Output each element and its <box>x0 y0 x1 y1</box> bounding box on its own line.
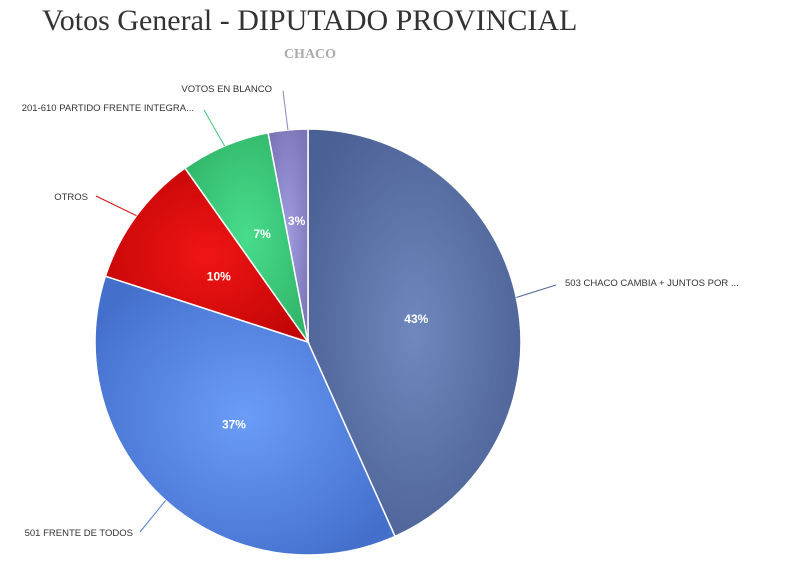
slice-category-label: 501 FRENTE DE TODOS <box>25 528 133 539</box>
label-connector <box>516 284 557 298</box>
pie-slice[interactable] <box>267 128 309 343</box>
pie-slice[interactable] <box>307 128 522 538</box>
pie-slice[interactable] <box>104 167 310 344</box>
slice-category-label: 201-610 PARTIDO FRENTE INTEGRA... <box>22 103 194 114</box>
label-connector <box>139 500 167 533</box>
slice-percent-label: 3% <box>288 214 306 228</box>
slice-percent-label: 37% <box>222 417 246 431</box>
chart-title: Votos General - DIPUTADO PROVINCIAL <box>42 4 578 37</box>
label-connector <box>282 90 289 131</box>
chart-subtitle: CHACO <box>283 47 337 62</box>
slice-percent-label: 7% <box>253 227 271 241</box>
slice-category-label: 503 CHACO CAMBIA + JUNTOS POR ... <box>565 278 739 289</box>
slice-category-label: VOTOS EN BLANCO <box>181 84 272 95</box>
pie-slice[interactable] <box>94 275 397 556</box>
slice-percent-label: 43% <box>404 312 428 326</box>
label-connector <box>95 195 137 217</box>
slice-category-label: OTROS <box>54 192 88 203</box>
slice-percent-label: 10% <box>207 269 231 283</box>
label-connector <box>203 109 226 147</box>
